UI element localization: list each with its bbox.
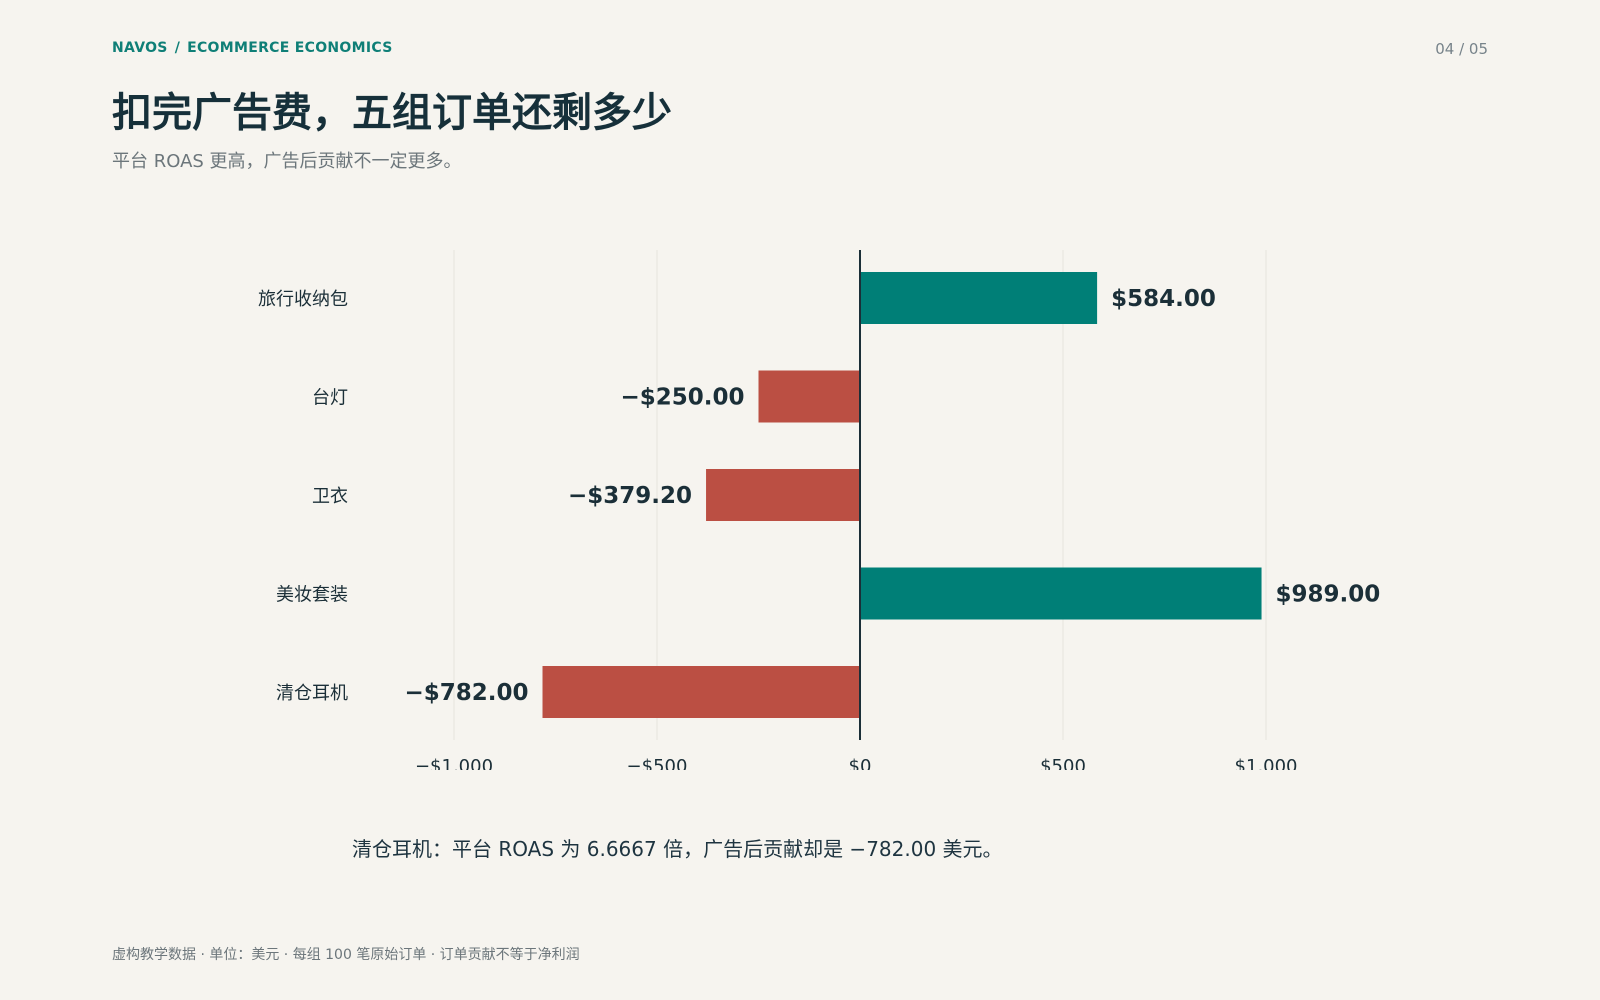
chart-annotation: 清仓耳机：平台 ROAS 为 6.6667 倍，广告后贡献却是 −782.00 …: [352, 837, 1003, 861]
page-title: 扣完广告费，五组订单还剩多少: [112, 90, 672, 136]
category-label: 台灯: [312, 388, 348, 409]
section-name: ECOMMERCE ECONOMICS: [187, 40, 393, 56]
category-label: 美妆套装: [276, 585, 348, 606]
bar: [860, 567, 1262, 620]
bar: [860, 272, 1098, 324]
page-subtitle: 平台 ROAS 更高，广告后贡献不一定更多。: [112, 151, 462, 172]
category-label: 卫衣: [312, 486, 348, 507]
bar: [542, 666, 860, 718]
bar: [706, 469, 860, 521]
x-tick-label: −$1,000: [415, 756, 493, 770]
page-number: 04 / 05: [1435, 40, 1488, 58]
data-label: $584.00: [1111, 286, 1216, 312]
bar: [758, 370, 860, 423]
footer-note: 虚构教学数据 · 单位：美元 · 每组 100 笔原始订单 · 订单贡献不等于净…: [112, 947, 580, 963]
category-label: 旅行收纳包: [258, 289, 348, 310]
category-label: 清仓耳机: [276, 683, 348, 704]
x-tick-label: $500: [1040, 756, 1086, 770]
data-label: $989.00: [1276, 582, 1381, 608]
breadcrumb: NAVOS / ECOMMERCE ECONOMICS: [112, 40, 393, 56]
data-label: −$379.20: [568, 483, 692, 509]
breadcrumb-separator: /: [174, 40, 181, 56]
x-tick-label: $1,000: [1235, 756, 1298, 770]
bar-chart: 旅行收纳包 $584.00 台灯 −$250.00 卫衣 −$379.20 美妆套装 $989…: [258, 250, 1381, 770]
brand-name: NAVOS: [112, 40, 168, 56]
data-label: −$782.00: [404, 680, 528, 706]
data-label: −$250.00: [620, 385, 744, 411]
x-tick-label: $0: [849, 756, 872, 770]
x-tick-label: −$500: [627, 756, 688, 770]
